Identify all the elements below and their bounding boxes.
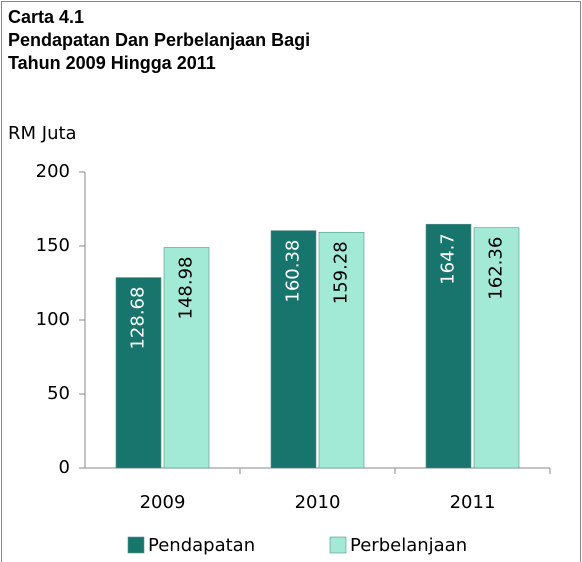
chart-title: Carta 4.1	[8, 7, 84, 27]
chart-title: Pendapatan Dan Perbelanjaan Bagi	[8, 30, 310, 50]
bar	[473, 227, 520, 469]
bar	[318, 231, 365, 469]
data-label: 159.28	[331, 241, 352, 304]
legend-label: Pendapatan	[148, 535, 255, 556]
x-tick-label: 2011	[450, 492, 496, 513]
bar	[115, 277, 162, 469]
x-tick-label: 2010	[295, 492, 341, 513]
y-tick-label: 0	[59, 457, 70, 478]
data-label: 128.68	[128, 287, 149, 350]
bar	[163, 247, 210, 469]
y-tick-label: 200	[36, 161, 70, 182]
y-axis-label: RM Juta	[8, 123, 77, 144]
y-tick-label: 50	[47, 383, 70, 404]
x-tick-label: 2009	[140, 492, 186, 513]
data-label: 162.36	[486, 237, 507, 300]
data-label: 164.7	[438, 233, 459, 285]
y-tick-label: 100	[36, 309, 70, 330]
y-tick-label: 150	[36, 235, 70, 256]
legend-swatch	[329, 536, 347, 554]
bar	[270, 230, 317, 469]
chart-title: Tahun 2009 Hingga 2011	[8, 53, 216, 73]
data-label: 148.98	[176, 257, 197, 320]
bar	[425, 223, 472, 469]
data-label: 160.38	[283, 240, 304, 303]
legend-label: Perbelanjaan	[350, 535, 467, 556]
legend-swatch	[127, 536, 145, 554]
